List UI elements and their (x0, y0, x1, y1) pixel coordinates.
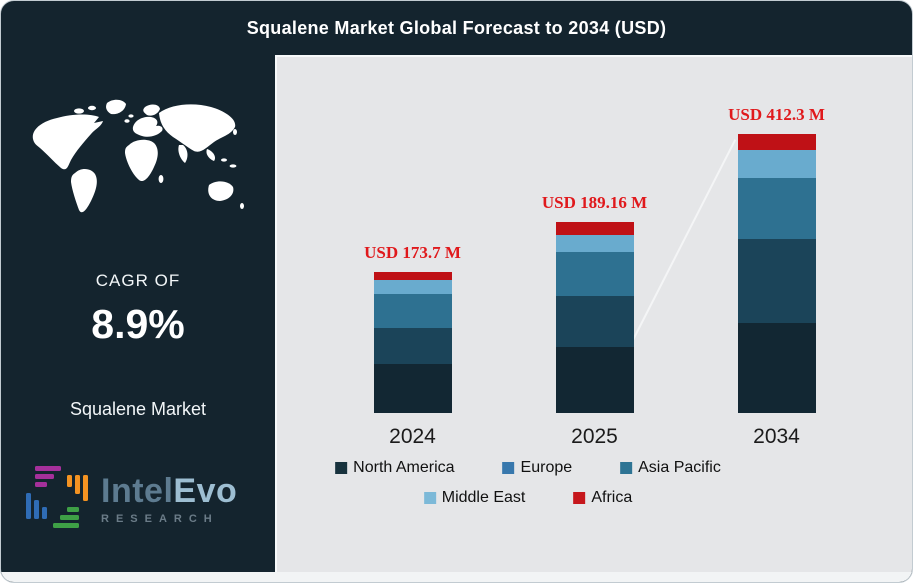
bar-segment-europe (555, 295, 634, 347)
bar-segment-middle-east (555, 235, 634, 253)
bar-value-label: USD 412.3 M (728, 105, 825, 124)
bar-stack-2034 (737, 134, 816, 413)
bars-area: USD 173.7 M 2024 USD 189.16 M 2025 USD 412.3… (277, 57, 912, 448)
bar-segment-north-america (555, 346, 634, 413)
legend-label: Asia Pacific (638, 459, 721, 476)
bar-stack-2024 (373, 272, 452, 413)
legend-swatch-icon (573, 492, 586, 504)
bar-value-label: USD 189.16 M (541, 193, 648, 212)
intelevo-logo-icon (23, 463, 91, 536)
bar-segment-asia-pacific (555, 252, 634, 296)
cagr-value: 8.9% (91, 301, 185, 347)
legend-row-1: North America Europe Asia Pacific (335, 459, 721, 477)
legend-swatch-icon (620, 462, 633, 474)
card-body: CAGR OF 8.9% Squalene Market (1, 55, 912, 572)
legend-item-north-america: North America (335, 459, 455, 477)
legend-label: Middle East (441, 489, 526, 506)
bar-segment-europe (373, 328, 452, 364)
bar-column-2024: USD 173.7 M 2024 (364, 243, 461, 448)
bar-segment-north-america (373, 363, 452, 413)
legend-item-asia-pacific: Asia Pacific (620, 459, 721, 477)
market-name-label: Squalene Market (69, 399, 207, 419)
bar-column-2025: USD 189.16 M 2025 (542, 193, 647, 448)
bar-value-label: USD 173.7 M (364, 243, 461, 262)
bar-stack-2025 (555, 222, 634, 413)
bar-column-2034: USD 412.3 M 2034 (728, 105, 825, 448)
header-bar: Squalene Market Global Forecast to 2034 … (1, 1, 912, 55)
cagr-label: CAGR OF (95, 271, 181, 290)
bar-segment-middle-east (373, 280, 452, 295)
legend-item-europe: Europe (502, 459, 573, 477)
intelevo-logo-text: IntelEvo RESEARCH (101, 474, 237, 525)
logo-subtitle: RESEARCH (101, 513, 219, 525)
bar-segment-africa (373, 272, 452, 281)
bar-segment-asia-pacific (373, 294, 452, 329)
bar-segment-africa (737, 134, 816, 151)
chart-legend: North America Europe Asia Pacific Middle Ea… (335, 459, 721, 507)
bar-segment-europe (737, 239, 816, 323)
world-map-icon (21, 87, 253, 229)
x-axis-label-2025: 2025 (571, 425, 618, 448)
legend-item-middle-east: Middle East (423, 489, 526, 507)
trend-line (628, 139, 737, 348)
logo-name: IntelEvo (101, 472, 238, 510)
bar-segment-north-america (737, 322, 816, 413)
legend-label: Africa (591, 489, 633, 506)
x-axis-label-2034: 2034 (753, 425, 800, 448)
legend-label: Europe (520, 459, 573, 476)
legend-row-2: Middle East Africa (423, 489, 632, 507)
sidebar: CAGR OF 8.9% Squalene Market (1, 55, 275, 572)
legend-label: North America (353, 459, 455, 476)
bar-segment-africa (555, 222, 634, 236)
x-axis-label-2024: 2024 (389, 425, 436, 448)
bar-segment-middle-east (737, 150, 816, 179)
chart-panel: USD 173.7 M 2024 USD 189.16 M 2025 USD 412.3… (275, 55, 912, 572)
bottom-strip (1, 572, 912, 582)
legend-swatch-icon (423, 492, 436, 504)
legend-item-africa: Africa (573, 489, 632, 507)
legend-swatch-icon (502, 462, 515, 474)
intelevo-logo: IntelEvo RESEARCH (23, 463, 237, 536)
page-title: Squalene Market Global Forecast to 2034 … (246, 17, 667, 38)
legend-swatch-icon (335, 462, 348, 474)
bar-segment-asia-pacific (737, 178, 816, 240)
